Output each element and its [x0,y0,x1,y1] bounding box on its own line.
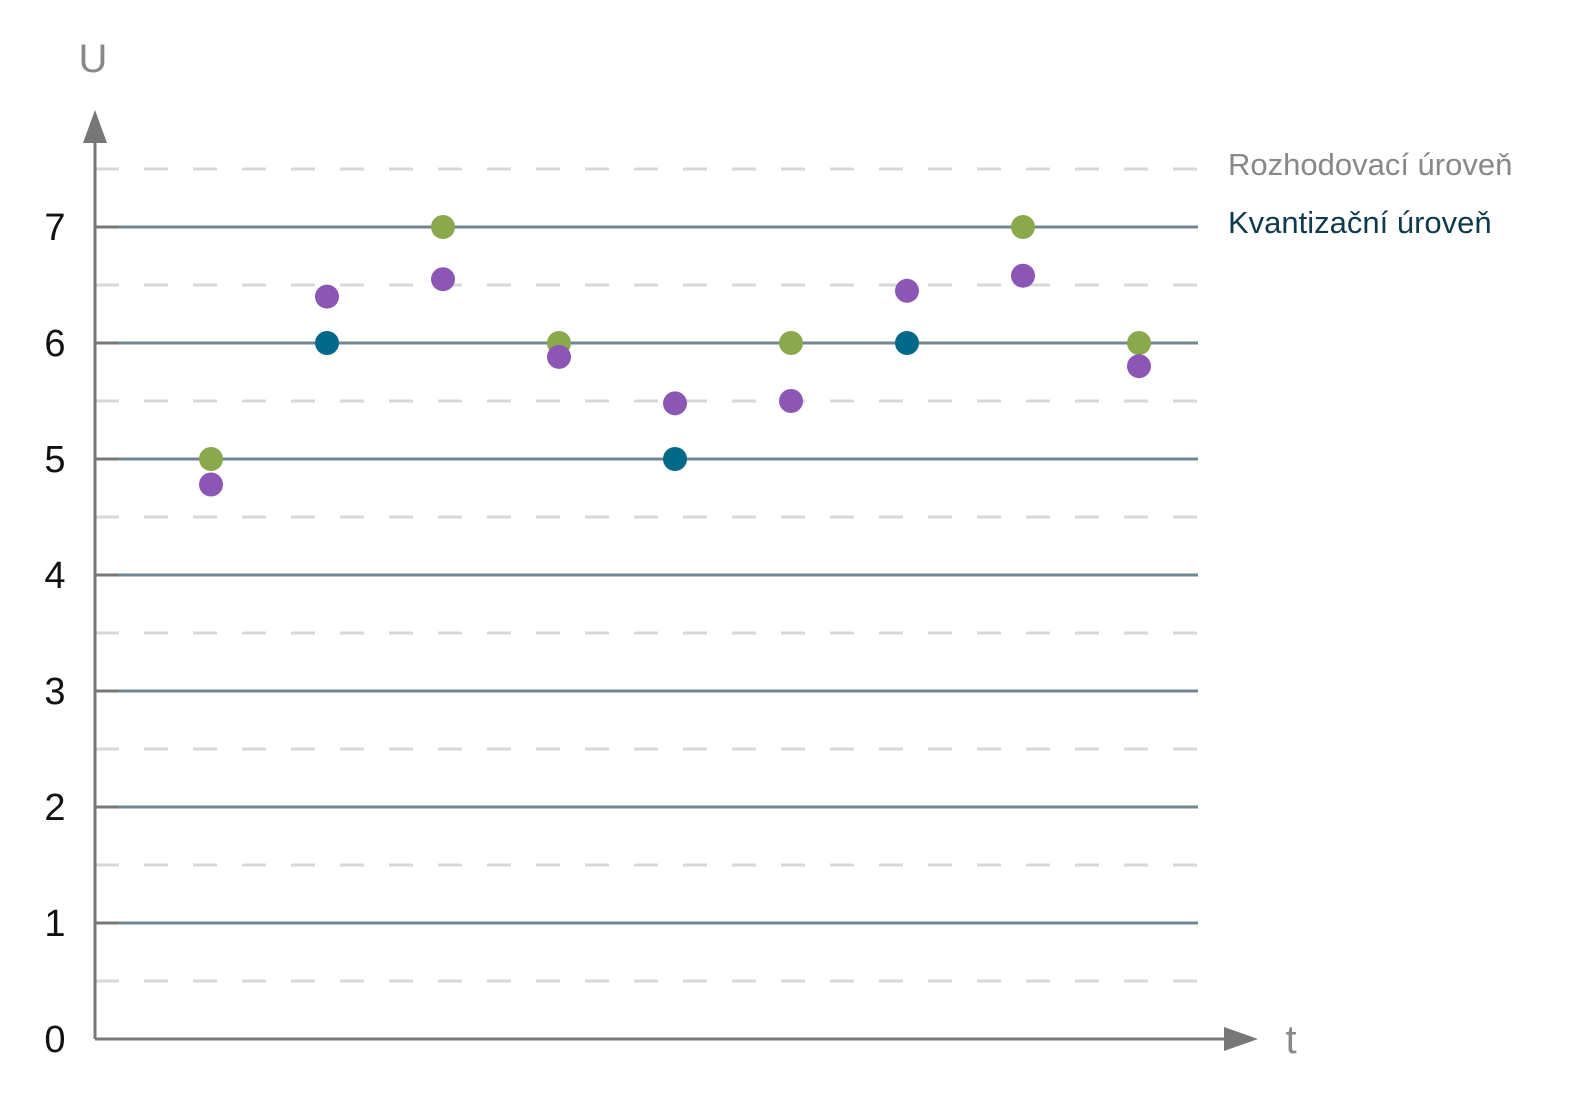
y-axis-title: U [79,37,108,81]
grid-lines [95,167,1198,983]
sample-point-2 [315,284,339,309]
quantized-point-5 [663,447,687,471]
y-tick-label-2: 2 [44,787,65,829]
legend-decision-level: Rozhodovací úroveň [1228,147,1512,182]
data-points [199,215,1151,497]
y-axis-arrow [83,110,107,143]
sample-point-1 [199,472,223,497]
quantized-point-3 [431,215,455,239]
x-axis-title: t [1285,1018,1296,1062]
quantized-point-1 [199,447,223,471]
legend-quantization-level: Kvantizační úroveň [1228,205,1492,240]
sample-point-9 [1127,354,1151,379]
sample-point-6 [779,389,803,413]
y-tick-label-1: 1 [44,903,65,945]
quantized-point-8 [1011,215,1035,239]
y-tick-label-6: 6 [44,323,65,365]
y-tick-label-4: 4 [44,555,65,597]
y-tick-label-0: 0 [44,1019,65,1061]
quantized-point-7 [895,331,919,355]
sample-point-5 [663,391,687,416]
y-tick-labels: 0 1 2 3 4 5 6 7 [44,207,65,1061]
sample-point-8 [1011,263,1035,288]
y-tick-label-5: 5 [44,439,65,481]
x-axis-arrow [1224,1027,1258,1051]
y-tick-label-3: 3 [44,671,65,713]
sample-point-3 [431,267,455,292]
y-tick-label-7: 7 [44,207,65,249]
sample-point-7 [895,278,919,303]
sample-point-4 [547,344,571,369]
legend: Rozhodovací úroveň Kvantizační úroveň [1228,147,1512,240]
axes: U t [79,37,1297,1062]
quantized-point-2 [315,331,339,355]
quantized-point-9 [1127,331,1151,355]
quantized-point-6 [779,331,803,355]
